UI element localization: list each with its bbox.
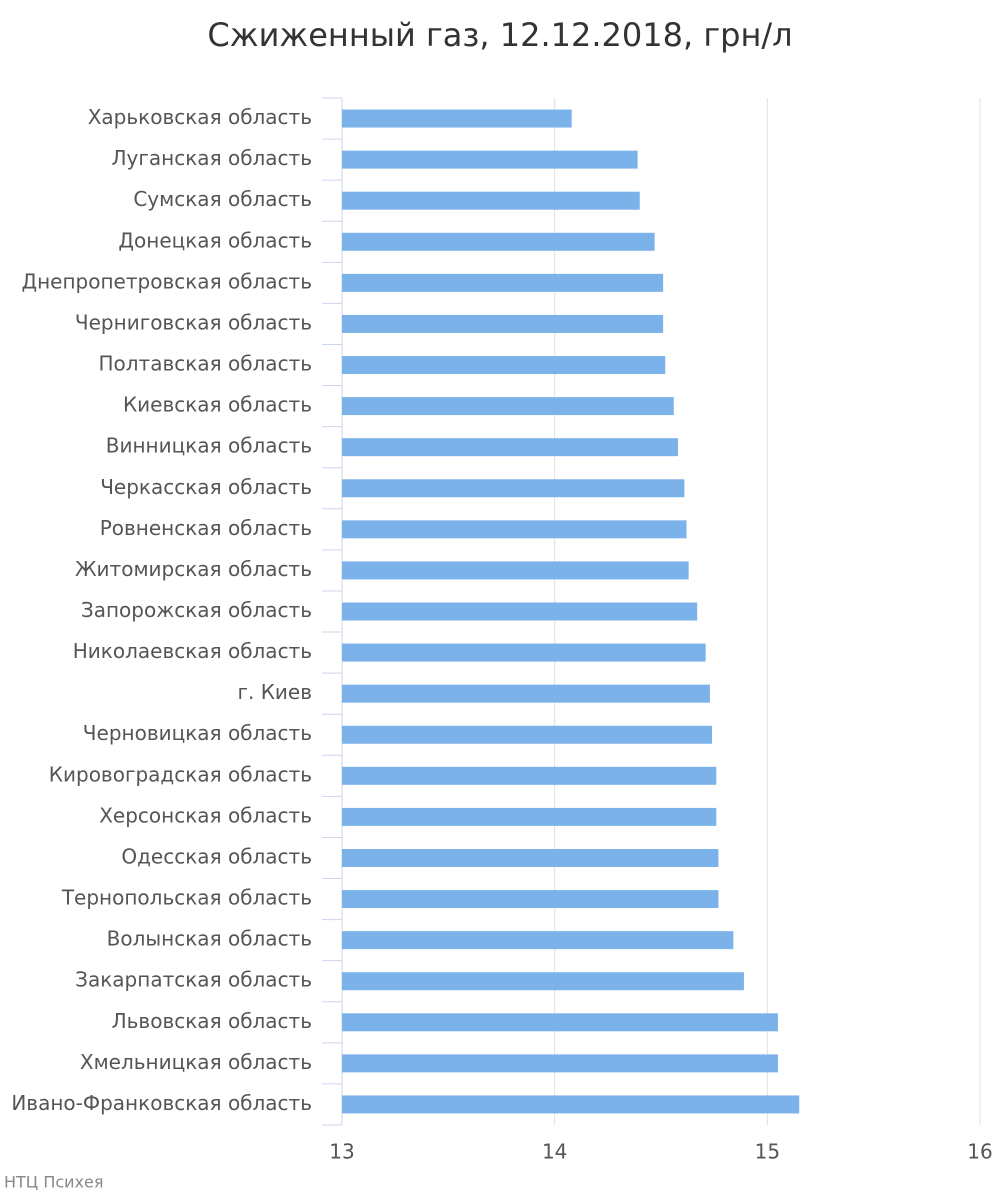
y-tick-label: Житомирская область — [75, 557, 312, 581]
y-tick-label: Сумская область — [133, 187, 312, 211]
bar — [342, 1095, 800, 1114]
y-tick-label: Волынская область — [107, 927, 312, 951]
bar — [342, 684, 710, 703]
y-tick-label: Донецкая область — [118, 228, 312, 252]
bar — [342, 150, 638, 169]
x-tick-label: 14 — [542, 1140, 567, 1164]
bar — [342, 191, 640, 210]
bar — [342, 438, 679, 457]
bar — [342, 890, 719, 909]
y-tick-label: Ивано-Франковская область — [11, 1091, 312, 1115]
y-tick-label: Кировоградская область — [49, 762, 312, 786]
bar — [342, 232, 655, 251]
bar — [342, 314, 664, 333]
bar — [342, 766, 717, 785]
y-tick-label: г. Киев — [237, 680, 312, 704]
y-tick-label: Запорожская область — [81, 598, 312, 622]
y-tick-label: Одесская область — [121, 844, 312, 868]
y-tick-label: Полтавская область — [98, 352, 312, 376]
bar — [342, 848, 719, 867]
bar — [342, 273, 664, 292]
y-tick-label: Черкасская область — [100, 475, 312, 499]
bar — [342, 972, 744, 991]
y-tick-label: Луганская область — [112, 146, 312, 170]
bar — [342, 602, 698, 621]
y-tick-label: Винницкая область — [106, 434, 312, 458]
y-tick-label: Херсонская область — [99, 803, 312, 827]
y-tick-label: Львовская область — [112, 1009, 312, 1033]
bar — [342, 520, 687, 539]
bar — [342, 1013, 778, 1032]
bar — [342, 479, 685, 498]
y-tick-label: Ровненская область — [100, 516, 312, 540]
y-tick-label: Черновицкая область — [83, 721, 312, 745]
bar — [342, 397, 674, 416]
bar — [342, 807, 717, 826]
bar — [342, 931, 734, 950]
bar — [342, 109, 572, 128]
x-tick-label: 15 — [755, 1140, 780, 1164]
y-tick-label: Николаевская область — [73, 639, 312, 663]
y-tick-label: Тернопольская область — [61, 886, 312, 910]
bar — [342, 356, 666, 375]
x-tick-label: 16 — [967, 1140, 992, 1164]
bar — [342, 561, 689, 580]
bar — [342, 725, 713, 744]
y-tick-label: Харьковская область — [88, 105, 312, 129]
bar — [342, 1054, 778, 1073]
y-tick-label: Днепропетровская область — [21, 269, 312, 293]
y-tick-label: Киевская область — [123, 393, 312, 417]
source: НТЦ Психея — [4, 1173, 103, 1192]
y-tick-label: Черниговская область — [75, 310, 312, 334]
y-tick-label: Закарпатская область — [75, 968, 312, 992]
y-tick-label: Хмельницкая область — [80, 1050, 312, 1074]
x-tick-label: 13 — [329, 1140, 354, 1164]
bar — [342, 643, 706, 662]
chart-title: Сжиженный газ, 12.12.2018, грн/л — [207, 16, 792, 54]
